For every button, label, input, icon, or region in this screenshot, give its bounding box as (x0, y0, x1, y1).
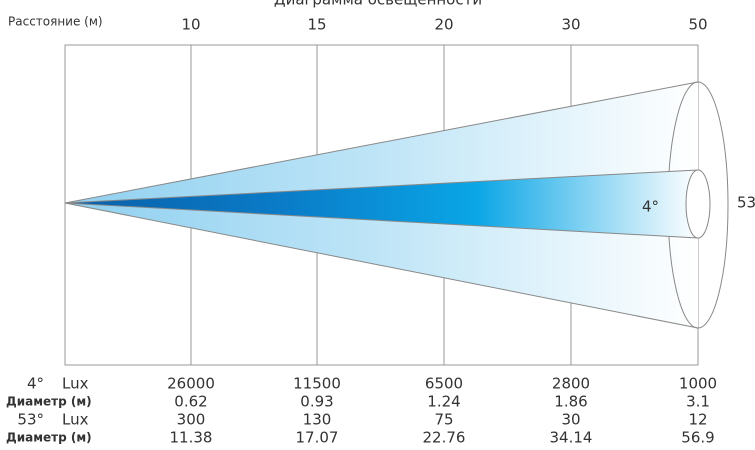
distance: 50 (688, 16, 707, 34)
row-unit: Lux (62, 411, 89, 429)
cell: 22.76 (423, 429, 466, 447)
distance: 15 (307, 16, 326, 34)
inner-angle: 4° (642, 198, 659, 216)
cell: 0.62 (174, 393, 207, 411)
row-unit: Lux (62, 375, 89, 393)
row-angle: 53° (17, 411, 44, 429)
title: Диаграмма освещенности (274, 0, 482, 9)
cell: 34.14 (550, 429, 593, 447)
cell: 75 (434, 411, 453, 429)
cell: 3.1 (686, 393, 710, 411)
cell: 6500 (425, 375, 463, 393)
table: 4° Lux 26000 11500 6500 2800 1000 Диаметр (м) 0.… (6, 375, 717, 447)
distance: 10 (181, 16, 200, 34)
cell: 56.9 (681, 429, 714, 447)
distance-label: Расстояние (м) (8, 15, 103, 29)
cell: 26000 (167, 375, 215, 393)
cell: 17.07 (296, 429, 339, 447)
cell: 2800 (552, 375, 590, 393)
inner-cone (65, 170, 698, 238)
cell: 12 (688, 411, 707, 429)
row-label: Диаметр (м) (6, 431, 92, 445)
row-label: Диаметр (м) (6, 395, 92, 409)
cell: 30 (561, 411, 580, 429)
cell: 1000 (679, 375, 717, 393)
cell: 11500 (293, 375, 341, 393)
cell: 1.86 (554, 393, 587, 411)
distance: 20 (434, 16, 453, 34)
row-angle: 4° (27, 375, 44, 393)
cell: 11.38 (170, 429, 213, 447)
cell: 0.93 (300, 393, 333, 411)
distance: 30 (561, 16, 580, 34)
inner-cone-edge (64, 169, 699, 239)
inner-ellipse (685, 169, 711, 239)
outer-angle: 53° (737, 194, 755, 212)
cell: 1.24 (427, 393, 460, 411)
cell: 300 (177, 411, 206, 429)
cell: 130 (303, 411, 332, 429)
